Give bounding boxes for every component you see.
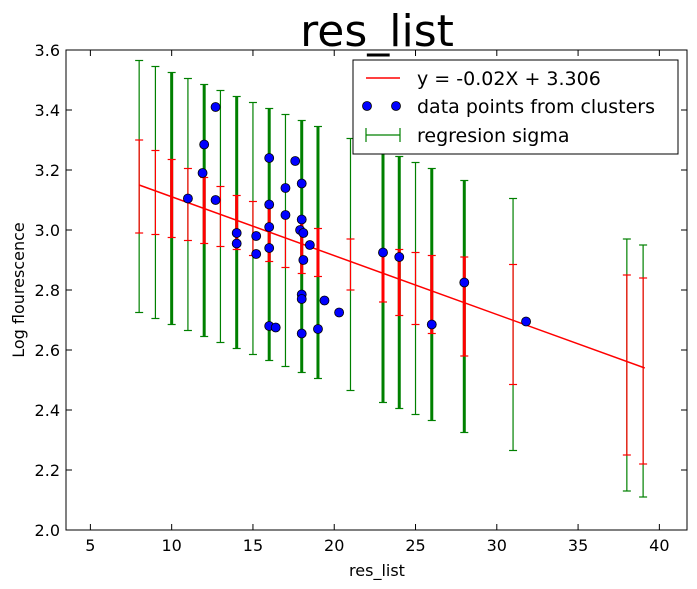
residual-errorbar <box>622 274 631 456</box>
y-tick-label: 3.0 <box>35 221 60 240</box>
data-point <box>264 153 275 163</box>
x-tick-label: 35 <box>568 536 588 555</box>
y-tick-label: 2.0 <box>35 521 60 540</box>
data-point <box>199 139 210 150</box>
residual-errorbar <box>135 139 144 234</box>
data-point <box>210 195 221 205</box>
legend: y = -0.02X + 3.306 data points from clust… <box>352 59 679 155</box>
residual-errorbar <box>460 256 469 357</box>
residual-errorbar <box>151 149 160 236</box>
y-tick-label: 2.4 <box>35 401 60 420</box>
data-point <box>231 228 242 238</box>
data-point <box>459 277 470 288</box>
residual-errorbar <box>639 277 648 465</box>
data-point <box>290 156 301 166</box>
data-point <box>270 322 281 333</box>
x-tick-label: 20 <box>324 536 344 555</box>
data-point <box>296 214 307 225</box>
legend-label: data points from clusters <box>417 96 655 118</box>
data-point <box>264 222 275 232</box>
data-point <box>394 252 405 262</box>
y-axis-label: Log flourescence <box>9 222 28 358</box>
x-tick-label: 25 <box>405 536 425 555</box>
x-axis-label: res_list <box>349 561 405 581</box>
legend-box <box>352 59 679 155</box>
x-tick-label: 30 <box>487 536 507 555</box>
residual-errorbar <box>313 227 322 278</box>
y-tick-label: 2.2 <box>35 461 60 480</box>
x-tick-label: 5 <box>85 536 95 555</box>
legend-label: regresion sigma <box>417 125 570 147</box>
legend-label: y = -0.02X + 3.306 <box>417 68 601 90</box>
residual-errorbar <box>167 158 176 239</box>
regression-line <box>138 184 645 369</box>
data-point <box>280 183 291 193</box>
data-point <box>296 294 307 304</box>
data-point <box>319 295 330 306</box>
data-point <box>231 238 242 249</box>
y-tick-label: 3.2 <box>35 161 60 180</box>
x-tick-label: 40 <box>649 536 669 555</box>
data-point <box>378 247 388 258</box>
data-point <box>298 255 309 265</box>
y-tick-label: 3.4 <box>35 101 60 120</box>
residual-errorbar <box>216 185 225 248</box>
legend-point-swatch <box>362 101 372 111</box>
data-point <box>183 193 193 204</box>
data-point <box>280 210 291 220</box>
data-point <box>521 316 531 327</box>
chart-title: res_list <box>300 6 454 57</box>
data-point <box>264 243 275 253</box>
residual-errorbar <box>509 263 518 386</box>
data-point <box>251 249 262 259</box>
residual-errorbar <box>200 176 209 245</box>
y-tick-label: 3.6 <box>35 41 60 60</box>
y-tick-label: 2.8 <box>35 281 60 300</box>
data-point <box>296 178 307 189</box>
plot-area: 5 10 15 20 25 30 35 40 2.0 2.2 2.4 2.6 2.8 3.0 3.2 3.4 3… <box>35 41 688 555</box>
residual-errorbar <box>281 212 290 269</box>
x-tick-label: 10 <box>161 536 181 555</box>
residual-errorbar <box>248 200 257 257</box>
legend-point-swatch <box>391 101 401 111</box>
data-point <box>296 328 307 339</box>
residual-errorbar <box>346 238 355 291</box>
data-point <box>210 102 221 112</box>
data-point <box>313 324 323 334</box>
data-point <box>426 319 437 330</box>
residual-errorbar <box>411 251 420 326</box>
data-point <box>298 228 309 238</box>
residual-errorbar <box>265 206 274 263</box>
data-point <box>251 231 262 241</box>
y-tick-label: 2.6 <box>35 341 60 360</box>
data-point <box>334 307 345 318</box>
x-tick-label: 15 <box>243 536 263 555</box>
data-point <box>264 199 275 210</box>
data-point <box>304 240 315 250</box>
data-point <box>197 168 208 178</box>
residual-errorbar <box>183 167 192 242</box>
residual-errorbar <box>379 250 388 303</box>
